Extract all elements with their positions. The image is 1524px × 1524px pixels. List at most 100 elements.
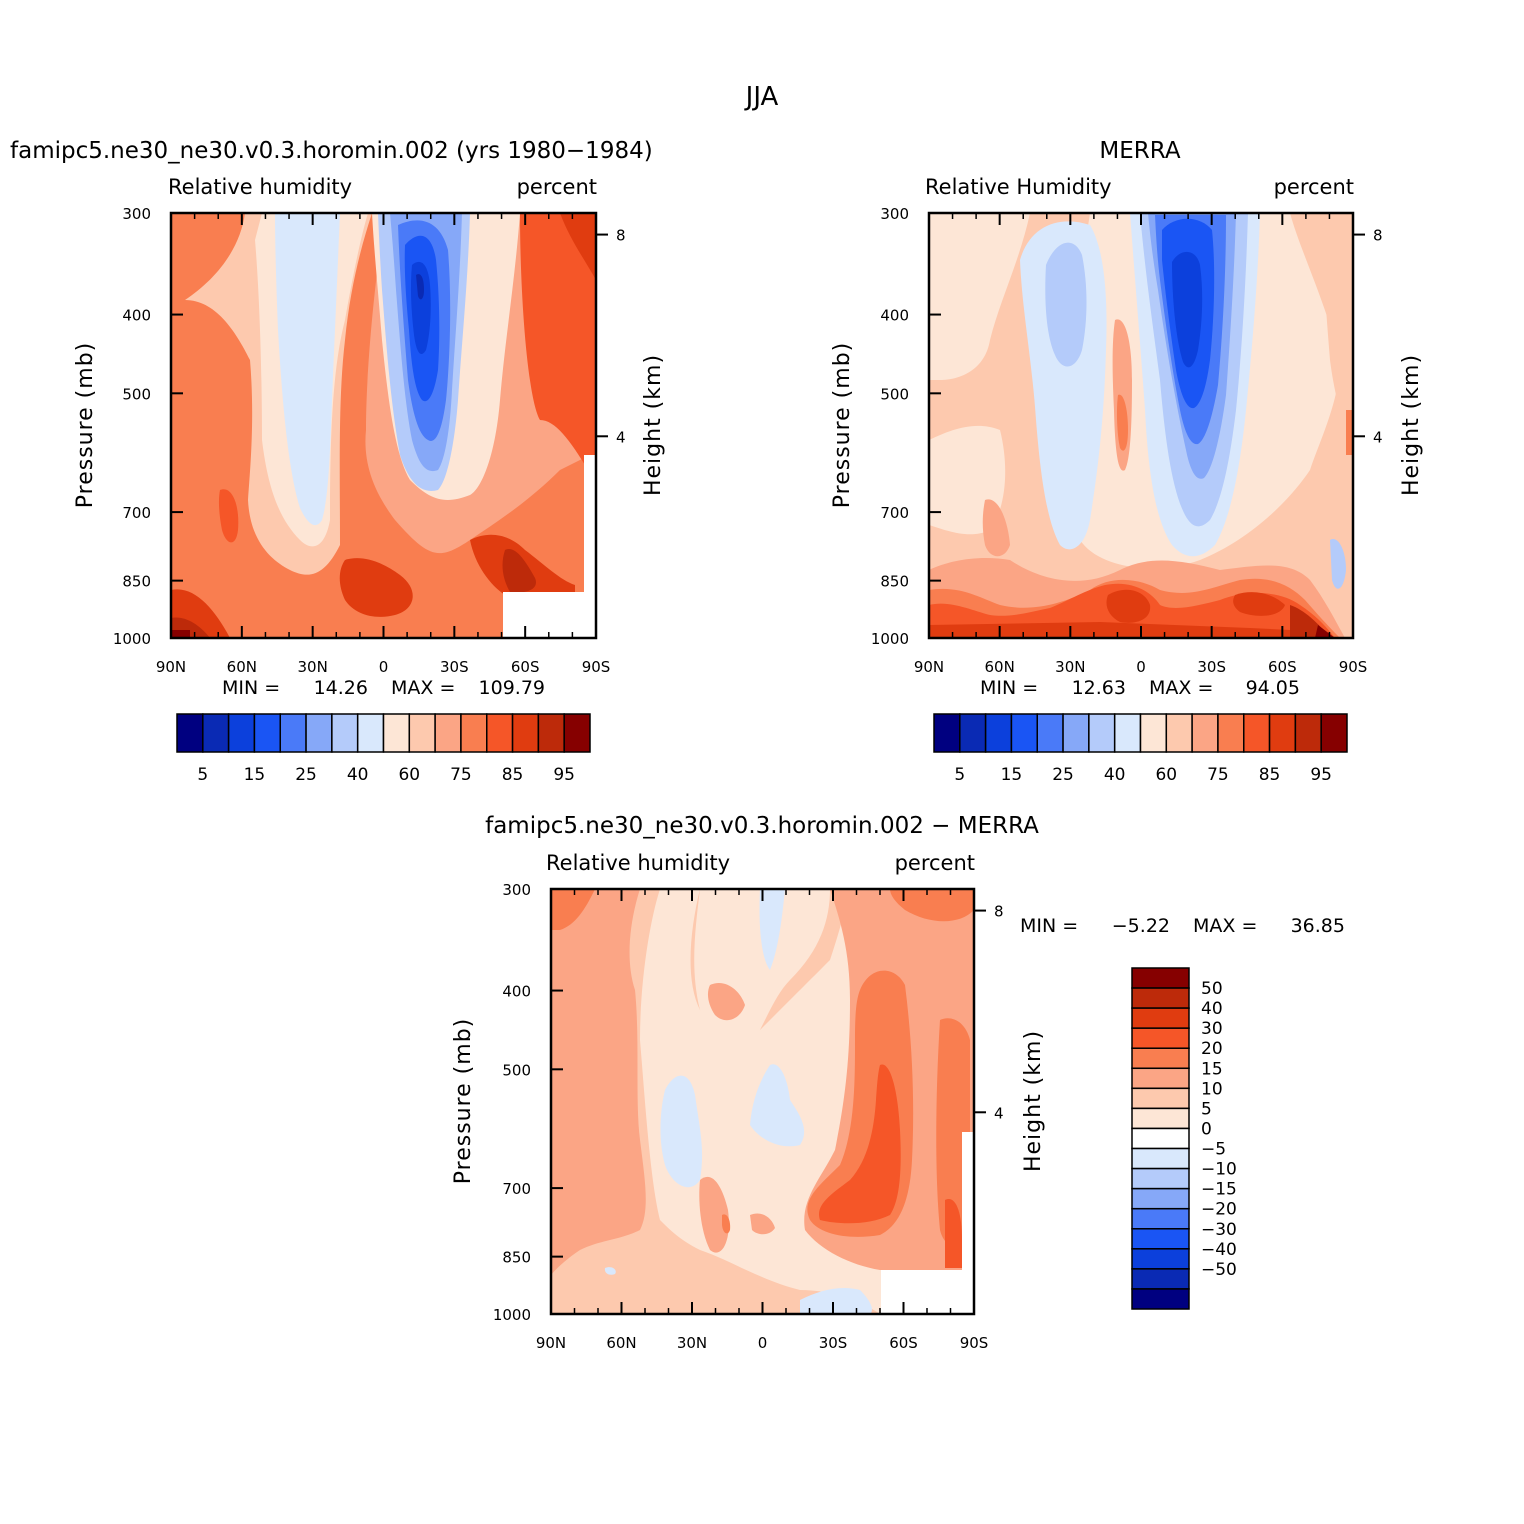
colorbar-label: 85 [502, 765, 524, 785]
colorbar-swatch [1131, 1167, 1190, 1190]
colorbar-swatch [1131, 1288, 1190, 1310]
colorbar-swatch [537, 713, 565, 753]
y-right-tick-label: 4 [994, 1104, 1004, 1122]
colorbar-swatch [253, 713, 281, 753]
x-tick-label: 90S [1339, 658, 1368, 676]
y-tick-label: 700 [502, 1180, 531, 1198]
colorbar-label: −5 [1201, 1140, 1226, 1160]
colorbar-swatch [563, 713, 591, 753]
panel-merra-ticks: 90N 60N 30N 0 30S 60S 90S 300 400 500 700 850 1000 8 4 [871, 205, 1383, 676]
colorbar-swatch [1131, 1087, 1190, 1110]
y-tick-label: 700 [122, 504, 151, 522]
colorbar-swatch [1036, 713, 1064, 753]
colorbar-swatch [1268, 713, 1297, 753]
y-tick-label: 1000 [871, 630, 909, 648]
y-right-tick-label: 4 [1373, 428, 1383, 446]
x-tick-label: 30S [1197, 658, 1226, 676]
panel-merra-variable-label: Relative Humidity [925, 175, 1112, 199]
panel-model-colorbar: 5 15 25 40 60 75 85 95 [176, 713, 591, 785]
colorbar-label: 75 [450, 765, 472, 785]
panel-difference-unit-label: percent [895, 851, 975, 875]
colorbar-swatch [1131, 967, 1190, 989]
x-tick-label: 60N [227, 658, 257, 676]
colorbar-label: −10 [1201, 1160, 1237, 1180]
panel-merra-max-value: 94.05 [1246, 677, 1300, 699]
colorbar-label: 15 [1201, 1059, 1223, 1079]
colorbar-swatch [1131, 1067, 1190, 1090]
y-right-tick-label: 8 [1373, 227, 1383, 245]
colorbar-swatch [1131, 1047, 1190, 1070]
panel-merra-min-value: 12.63 [1072, 677, 1126, 699]
colorbar-label: 5 [954, 765, 965, 785]
x-tick-label: 60S [889, 1334, 918, 1352]
y-right-tick-label: 4 [616, 428, 626, 446]
x-tick-label: 90S [582, 658, 611, 676]
colorbar-swatch [279, 713, 307, 753]
colorbar-swatch [1294, 713, 1322, 753]
panel-model-ticks: 90N 60N 30N 0 30S 60S 90S 300 400 500 700 850 1000 8 4 [113, 205, 626, 676]
colorbar-label: 25 [1052, 765, 1074, 785]
y-tick-label: 500 [122, 385, 151, 403]
x-tick-label: 60N [985, 658, 1015, 676]
colorbar-label: 15 [1001, 765, 1023, 785]
x-tick-label: 0 [758, 1334, 768, 1352]
panel-model: famipc5.ne30_ne30.v0.3.horomin.002 (yrs … [10, 138, 666, 785]
panel-difference-min-label: MIN = [1020, 915, 1078, 937]
colorbar-label: −30 [1201, 1220, 1237, 1240]
colorbar-swatch [1088, 713, 1116, 753]
panel-difference-ticks: 90N 60N 30N 0 30S 60S 90S 300 400 500 700 850 1000 8 4 [493, 881, 1004, 1352]
colorbar-swatch [1131, 1268, 1190, 1290]
y-tick-label: 400 [122, 307, 151, 325]
colorbar-label: −15 [1201, 1180, 1237, 1200]
colorbar-swatch [227, 713, 256, 753]
colorbar-swatch [511, 713, 540, 753]
x-tick-label: 90N [536, 1334, 566, 1352]
colorbar-swatch [305, 713, 333, 753]
panel-model-min-value: 14.26 [314, 677, 368, 699]
x-tick-label: 30S [819, 1334, 848, 1352]
colorbar-label: 25 [295, 765, 317, 785]
colorbar-label: 60 [1155, 765, 1177, 785]
colorbar-label: 40 [347, 765, 369, 785]
colorbar-swatch [1320, 713, 1348, 753]
colorbar-swatch [1131, 987, 1190, 1009]
colorbar-swatch [1139, 713, 1168, 753]
colorbar-label: 50 [1201, 979, 1223, 999]
colorbar-swatch [460, 713, 488, 753]
x-tick-label: 30N [1055, 658, 1085, 676]
colorbar-swatch [1131, 1127, 1190, 1150]
x-tick-label: 30N [298, 658, 328, 676]
colorbar-swatch [1062, 713, 1090, 753]
x-tick-label: 30N [677, 1334, 707, 1352]
colorbar-swatch [1113, 713, 1142, 753]
colorbar-swatch [408, 713, 436, 753]
panel-merra-unit-label: percent [1274, 175, 1354, 199]
colorbar-label: 60 [398, 765, 420, 785]
x-tick-label: 90S [960, 1334, 989, 1352]
panel-merra-title: MERRA [1099, 138, 1180, 164]
x-tick-label: 60N [606, 1334, 636, 1352]
colorbar-swatch [1131, 1147, 1190, 1170]
panel-model-variable-label: Relative humidity [168, 175, 352, 199]
panel-difference: famipc5.ne30_ne30.v0.3.horomin.002 − MER… [451, 813, 1345, 1352]
colorbar-label: 5 [1201, 1099, 1212, 1119]
y-tick-label: 300 [880, 205, 909, 223]
colorbar-swatch [356, 713, 385, 753]
panel-merra-max-label: MAX = [1149, 677, 1213, 699]
panel-merra-min-label: MIN = [980, 677, 1038, 699]
colorbar-swatch [434, 713, 462, 753]
colorbar-label: 30 [1201, 1019, 1223, 1039]
x-tick-label: 0 [1136, 658, 1146, 676]
colorbar-label: 95 [553, 765, 575, 785]
panel-merra-ylabel: Pressure (mb) [830, 342, 855, 509]
colorbar-label: −50 [1201, 1260, 1237, 1280]
y-tick-label: 1000 [113, 630, 151, 648]
colorbar-swatch [1131, 1107, 1190, 1130]
panel-difference-ylabel-right: Height (km) [1021, 1030, 1046, 1172]
y-tick-label: 400 [502, 983, 531, 1001]
colorbar-swatch [1131, 1007, 1190, 1029]
y-tick-label: 850 [122, 573, 151, 591]
x-tick-label: 90N [156, 658, 186, 676]
